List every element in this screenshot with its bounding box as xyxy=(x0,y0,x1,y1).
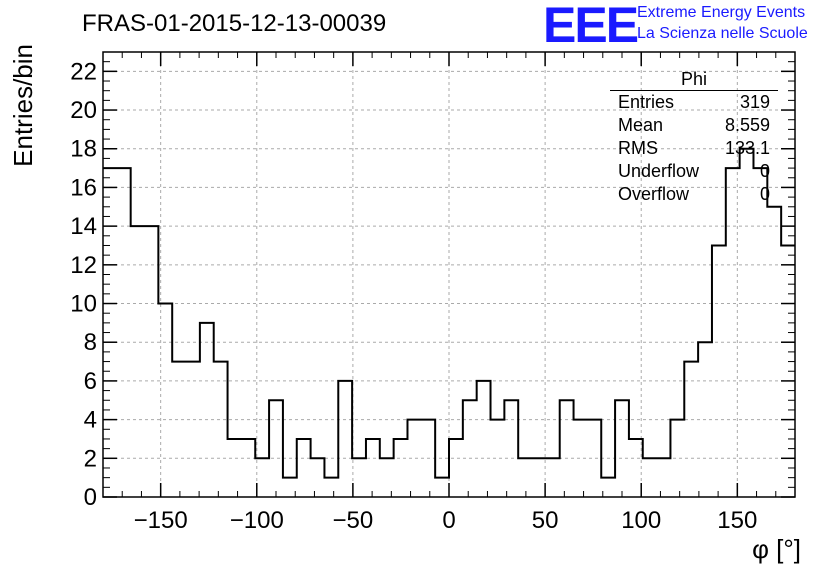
stats-row-mean: Mean 8.559 xyxy=(610,114,778,137)
stats-label: Underflow xyxy=(618,161,700,181)
stats-label: Entries xyxy=(618,92,675,112)
stats-label: Mean xyxy=(618,115,664,135)
x-tick-label: 100 xyxy=(621,507,661,534)
histogram-series xyxy=(103,147,795,479)
stats-row-rms: RMS 133.1 xyxy=(610,137,778,160)
stats-value: 8.559 xyxy=(724,115,770,135)
y-tick-label: 16 xyxy=(70,174,97,201)
chart-title: FRAS-01-2015-12-13-00039 xyxy=(82,10,387,37)
stats-row-underflow: Underflow 0 xyxy=(610,160,778,183)
stats-label: Overflow xyxy=(618,184,690,204)
y-tick-label: 0 xyxy=(84,484,97,511)
logo-text-line1: Extreme Energy Events xyxy=(637,4,806,21)
y-tick-label: 2 xyxy=(84,445,97,472)
stats-value: 319 xyxy=(739,92,770,112)
y-tick-label: 20 xyxy=(70,97,97,124)
x-tick-label: −50 xyxy=(333,507,374,534)
x-tick-label: −100 xyxy=(230,507,284,534)
stats-title: Phi xyxy=(610,68,778,91)
y-tick-label: 10 xyxy=(70,291,97,318)
y-tick-label: 18 xyxy=(70,136,97,163)
y-tick-label: 6 xyxy=(84,368,97,395)
stats-value: 0 xyxy=(759,184,770,204)
y-tick-label: 12 xyxy=(70,252,97,279)
x-tick-label: 50 xyxy=(532,507,559,534)
stats-label: RMS xyxy=(618,138,658,158)
x-tick-label: 150 xyxy=(717,507,757,534)
stats-value: 133.1 xyxy=(724,138,770,158)
y-tick-label: 8 xyxy=(84,329,97,356)
y-axis-title: Entries/bin xyxy=(8,44,38,167)
eee-logo: EEE xyxy=(543,0,639,53)
stats-row-entries: Entries 319 xyxy=(610,91,778,114)
x-axis-title: φ [°] xyxy=(752,534,801,564)
stats-row-overflow: Overflow 0 xyxy=(610,183,778,206)
stats-value: 0 xyxy=(759,161,770,181)
stats-box: Phi Entries 319 Mean 8.559 RMS 133.1 Und… xyxy=(610,68,778,206)
x-tick-label: 0 xyxy=(442,507,455,534)
x-tick-label: −150 xyxy=(134,507,188,534)
y-tick-label: 22 xyxy=(70,58,97,85)
y-tick-label: 14 xyxy=(70,213,97,240)
logo-text-line2: La Scienza nelle Scuole xyxy=(637,25,808,42)
y-tick-label: 4 xyxy=(84,407,97,434)
